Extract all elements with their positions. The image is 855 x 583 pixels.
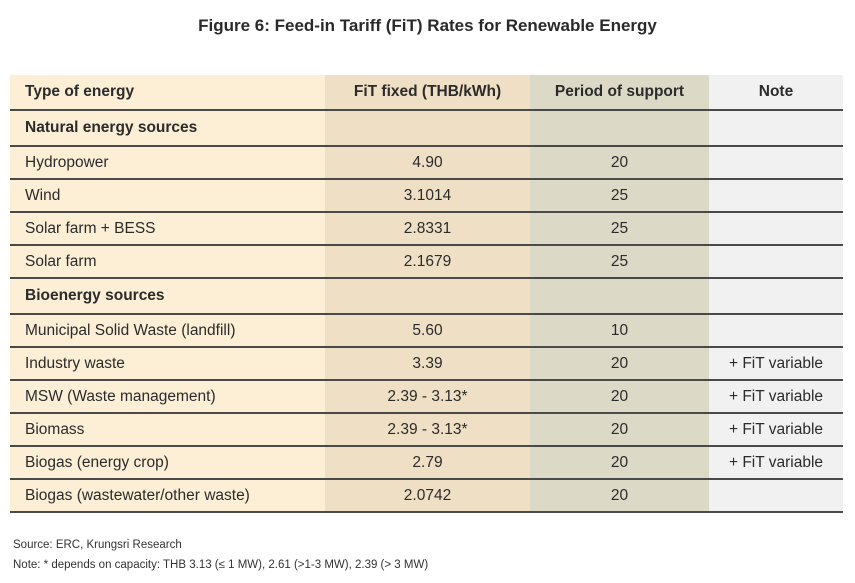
table-row: Solar farm 2.1679 25 <box>10 246 843 279</box>
cell-type: Municipal Solid Waste (landfill) <box>25 321 236 339</box>
cell-period: 25 <box>610 252 629 270</box>
cell-note: + FiT variable <box>728 387 824 405</box>
cell-type: Natural energy sources <box>25 119 198 136</box>
cell-type: Biogas (wastewater/other waste) <box>25 486 250 504</box>
table-header: Type of energy FiT fixed (THB/kWh) Perio… <box>10 75 843 111</box>
cell-period: 25 <box>610 186 629 204</box>
header-note: Note <box>758 83 794 100</box>
cell-period: 20 <box>610 486 629 504</box>
cell-type: MSW (Waste management) <box>25 387 216 405</box>
cell-type: Industry waste <box>25 354 125 372</box>
cell-fit: 2.0742 <box>403 486 452 504</box>
table-row: Solar farm + BESS 2.8331 25 <box>10 213 843 246</box>
table-row: Municipal Solid Waste (landfill) 5.60 10 <box>10 315 843 348</box>
cell-fit: 2.39 - 3.13* <box>387 387 468 405</box>
cell-type: Biomass <box>25 420 85 438</box>
cell-fit: 2.8331 <box>403 219 452 237</box>
cell-fit: 3.1014 <box>403 186 452 204</box>
cell-fit: 4.90 <box>412 153 443 171</box>
col-bg-note <box>709 75 843 513</box>
table-row: Hydropower 4.90 20 <box>10 147 843 180</box>
cell-type: Biogas (energy crop) <box>25 453 169 471</box>
source-text: Source: ERC, Krungsri Research <box>13 539 182 551</box>
cell-type: Wind <box>25 186 61 204</box>
table-row: Biogas (wastewater/other waste) 2.0742 20 <box>10 480 843 513</box>
cell-note: + FiT variable <box>728 354 824 372</box>
cell-period: 20 <box>610 354 629 372</box>
cell-fit: 3.39 <box>412 354 443 372</box>
cell-note: + FiT variable <box>728 453 824 471</box>
col-bg-period <box>530 75 709 513</box>
cell-period: 20 <box>610 153 629 171</box>
cell-type: Solar farm <box>25 252 97 270</box>
cell-note: + FiT variable <box>728 420 824 438</box>
cell-fit: 2.79 <box>412 453 443 471</box>
figure-title: Figure 6: Feed-in Tariff (FiT) Rates for… <box>198 16 657 35</box>
cell-fit: 2.1679 <box>403 252 452 270</box>
cell-period: 20 <box>610 387 629 405</box>
table-row: Biomass 2.39 - 3.13* 20 + FiT variable <box>10 414 843 447</box>
cell-type: Solar farm + BESS <box>25 219 156 237</box>
table-row: Wind 3.1014 25 <box>10 180 843 213</box>
cell-period: 20 <box>610 453 629 471</box>
table-row: Biogas (energy crop) 2.79 20 + FiT variable <box>10 447 843 480</box>
section-row: Bioenergy sources <box>10 279 843 315</box>
cell-type: Hydropower <box>25 153 109 171</box>
note-text: Note: * depends on capacity: THB 3.13 (≤… <box>13 559 429 571</box>
cell-type: Bioenergy sources <box>25 287 165 304</box>
cell-fit: 2.39 - 3.13* <box>387 420 468 438</box>
section-row: Natural energy sources <box>10 111 843 147</box>
table-row: MSW (Waste management) 2.39 - 3.13* 20 + Fi… <box>10 381 843 414</box>
header-fit: FiT fixed (THB/kWh) <box>353 83 502 100</box>
fit-table: Type of energy FiT fixed (THB/kWh) Perio… <box>10 75 843 513</box>
header-period: Period of support <box>554 83 685 100</box>
cell-period: 25 <box>610 219 629 237</box>
col-bg-type <box>10 75 325 513</box>
cell-period: 20 <box>610 420 629 438</box>
header-type: Type of energy <box>25 83 135 100</box>
table-row: Industry waste 3.39 20 + FiT variable <box>10 348 843 381</box>
cell-period: 10 <box>610 321 629 339</box>
cell-fit: 5.60 <box>412 321 443 339</box>
col-bg-fit <box>325 75 530 513</box>
